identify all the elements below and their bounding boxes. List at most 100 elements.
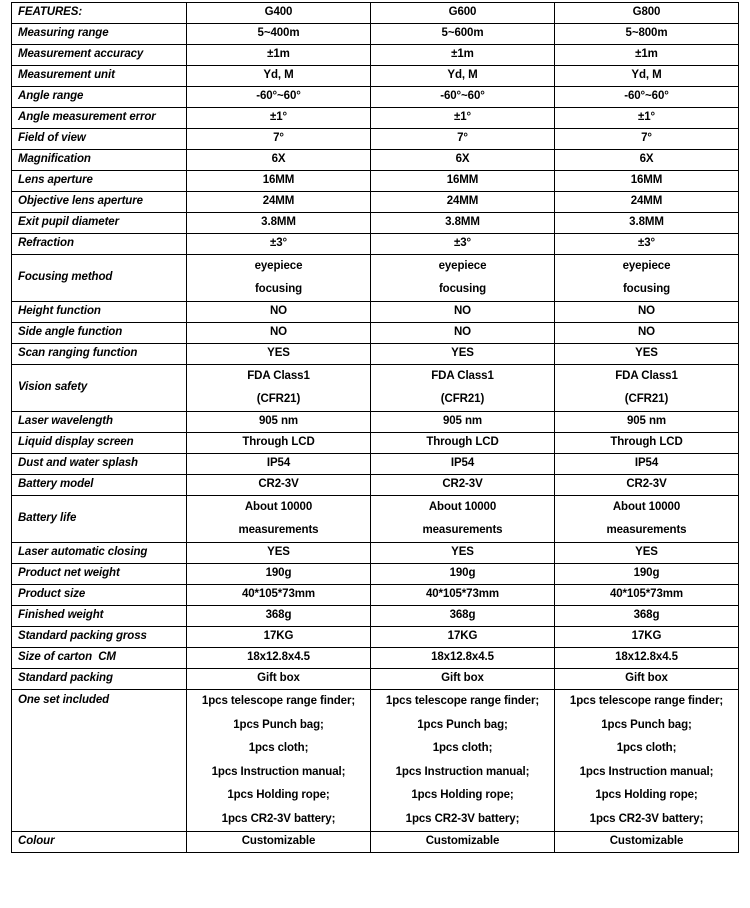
- value-line: 1pcs Instruction manual;: [395, 765, 530, 778]
- row-label: Field of view: [11, 128, 187, 150]
- table-header-row: FEATURES: G400 G600 G800: [11, 2, 739, 24]
- row-label: Lens aperture: [11, 170, 187, 192]
- table-row: Battery life About 10000 measurements About…: [11, 495, 739, 543]
- row-value: 3.8MM: [554, 212, 739, 234]
- value-line: (CFR21): [624, 393, 669, 405]
- row-value: 17KG: [370, 626, 555, 648]
- row-value: eyepiece focusing: [554, 254, 739, 302]
- table-row: Magnification 6X 6X 6X: [11, 149, 739, 171]
- row-value: IP54: [186, 453, 371, 475]
- row-label: Height function: [11, 301, 187, 323]
- row-value: About 10000 measurements: [186, 495, 371, 543]
- table-row: Laser wavelength 905 nm 905 nm 905 nm: [11, 411, 739, 433]
- row-value: ±3°: [370, 233, 555, 255]
- row-label: Scan ranging function: [11, 343, 187, 365]
- row-label: Standard packing gross: [11, 626, 187, 648]
- row-value: 40*105*73mm: [370, 584, 555, 606]
- table-row: One set included 1pcs telescope range fin…: [11, 689, 739, 832]
- value-line: focusing: [622, 283, 671, 295]
- column-header-g800: G800: [554, 2, 739, 24]
- table-row: Lens aperture 16MM 16MM 16MM: [11, 170, 739, 192]
- row-value: eyepiece focusing: [186, 254, 371, 302]
- row-value: ±1°: [186, 107, 371, 129]
- table-row: Product size 40*105*73mm 40*105*73mm 40*105…: [11, 584, 739, 606]
- value-line: About 10000: [244, 501, 313, 513]
- row-value: ±1°: [554, 107, 739, 129]
- table-row: Scan ranging function YES YES YES: [11, 343, 739, 365]
- value-line: eyepiece: [622, 260, 671, 272]
- table-row: Standard packing Gift box Gift box Gift box: [11, 668, 739, 690]
- value-line: measurements: [238, 524, 319, 536]
- row-value: 40*105*73mm: [186, 584, 371, 606]
- row-value: -60°~60°: [370, 86, 555, 108]
- value-line: eyepiece: [254, 260, 303, 272]
- row-value: 190g: [370, 563, 555, 585]
- row-value: CR2-3V: [370, 474, 555, 496]
- row-value: 7°: [554, 128, 739, 150]
- row-value: 368g: [370, 605, 555, 627]
- row-value: NO: [370, 322, 555, 344]
- table-body: FEATURES: G400 G600 G800 Measuring range 5~40…: [11, 2, 739, 853]
- row-value: CR2-3V: [554, 474, 739, 496]
- row-value: NO: [186, 322, 371, 344]
- row-value: 16MM: [554, 170, 739, 192]
- row-value: 3.8MM: [370, 212, 555, 234]
- row-value: About 10000 measurements: [554, 495, 739, 543]
- table-row: Refraction ±3° ±3° ±3°: [11, 233, 739, 255]
- table-row: Finished weight 368g 368g 368g: [11, 605, 739, 627]
- value-line: 1pcs Punch bag;: [417, 718, 508, 731]
- row-value: IP54: [370, 453, 555, 475]
- row-value: 7°: [370, 128, 555, 150]
- table-row: Standard packing gross 17KG 17KG 17KG: [11, 626, 739, 648]
- row-label: Measuring range: [11, 23, 187, 45]
- table-row: Liquid display screen Through LCD Through …: [11, 432, 739, 454]
- row-label: Product size: [11, 584, 187, 606]
- row-value: 905 nm: [186, 411, 371, 433]
- row-value: Gift box: [370, 668, 555, 690]
- value-line: About 10000: [428, 501, 497, 513]
- row-value: 905 nm: [554, 411, 739, 433]
- row-value: IP54: [554, 453, 739, 475]
- value-line: FDA Class1: [247, 370, 310, 382]
- row-value: YES: [370, 343, 555, 365]
- row-label: Magnification: [11, 149, 187, 171]
- row-label: Standard packing: [11, 668, 187, 690]
- column-header-g400: G400: [186, 2, 371, 24]
- row-value: 3.8MM: [186, 212, 371, 234]
- row-value: 5~400m: [186, 23, 371, 45]
- value-line: 1pcs Punch bag;: [601, 718, 692, 731]
- row-value: 7°: [186, 128, 371, 150]
- row-value: 1pcs telescope range finder; 1pcs Punch b…: [370, 689, 555, 832]
- value-line: 1pcs Holding rope;: [595, 789, 698, 801]
- value-line: 1pcs CR2-3V battery;: [405, 812, 520, 825]
- row-value: NO: [370, 301, 555, 323]
- row-label: Side angle function: [11, 322, 187, 344]
- table-row: Product net weight 190g 190g 190g: [11, 563, 739, 585]
- row-value: Customizable: [186, 831, 371, 853]
- row-value: eyepiece focusing: [370, 254, 555, 302]
- value-line: (CFR21): [256, 393, 301, 405]
- row-value: ±1m: [554, 44, 739, 66]
- row-value: 18x12.8x4.5: [370, 647, 555, 669]
- row-value: CR2-3V: [186, 474, 371, 496]
- row-value: 190g: [554, 563, 739, 585]
- value-line: 1pcs cloth;: [432, 742, 493, 754]
- value-line: FDA Class1: [431, 370, 494, 382]
- row-label: Battery life: [11, 495, 187, 543]
- row-value: 368g: [186, 605, 371, 627]
- row-value: Gift box: [554, 668, 739, 690]
- row-label: Laser automatic closing: [11, 542, 187, 564]
- specification-table: FEATURES: G400 G600 G800 Measuring range 5~40…: [11, 2, 739, 853]
- table-row: Size of carton CM 18x12.8x4.5 18x12.8x4.5 1…: [11, 647, 739, 669]
- value-line: eyepiece: [438, 260, 487, 272]
- row-label: Focusing method: [11, 254, 187, 302]
- row-label: Angle measurement error: [11, 107, 187, 129]
- features-header-label: FEATURES:: [11, 2, 187, 24]
- value-line: 1pcs CR2-3V battery;: [221, 812, 336, 825]
- table-row: Side angle function NO NO NO: [11, 322, 739, 344]
- row-value: ±1m: [186, 44, 371, 66]
- row-value: YES: [186, 343, 371, 365]
- row-value: 24MM: [554, 191, 739, 213]
- value-line: 1pcs cloth;: [616, 742, 677, 754]
- row-label: Product net weight: [11, 563, 187, 585]
